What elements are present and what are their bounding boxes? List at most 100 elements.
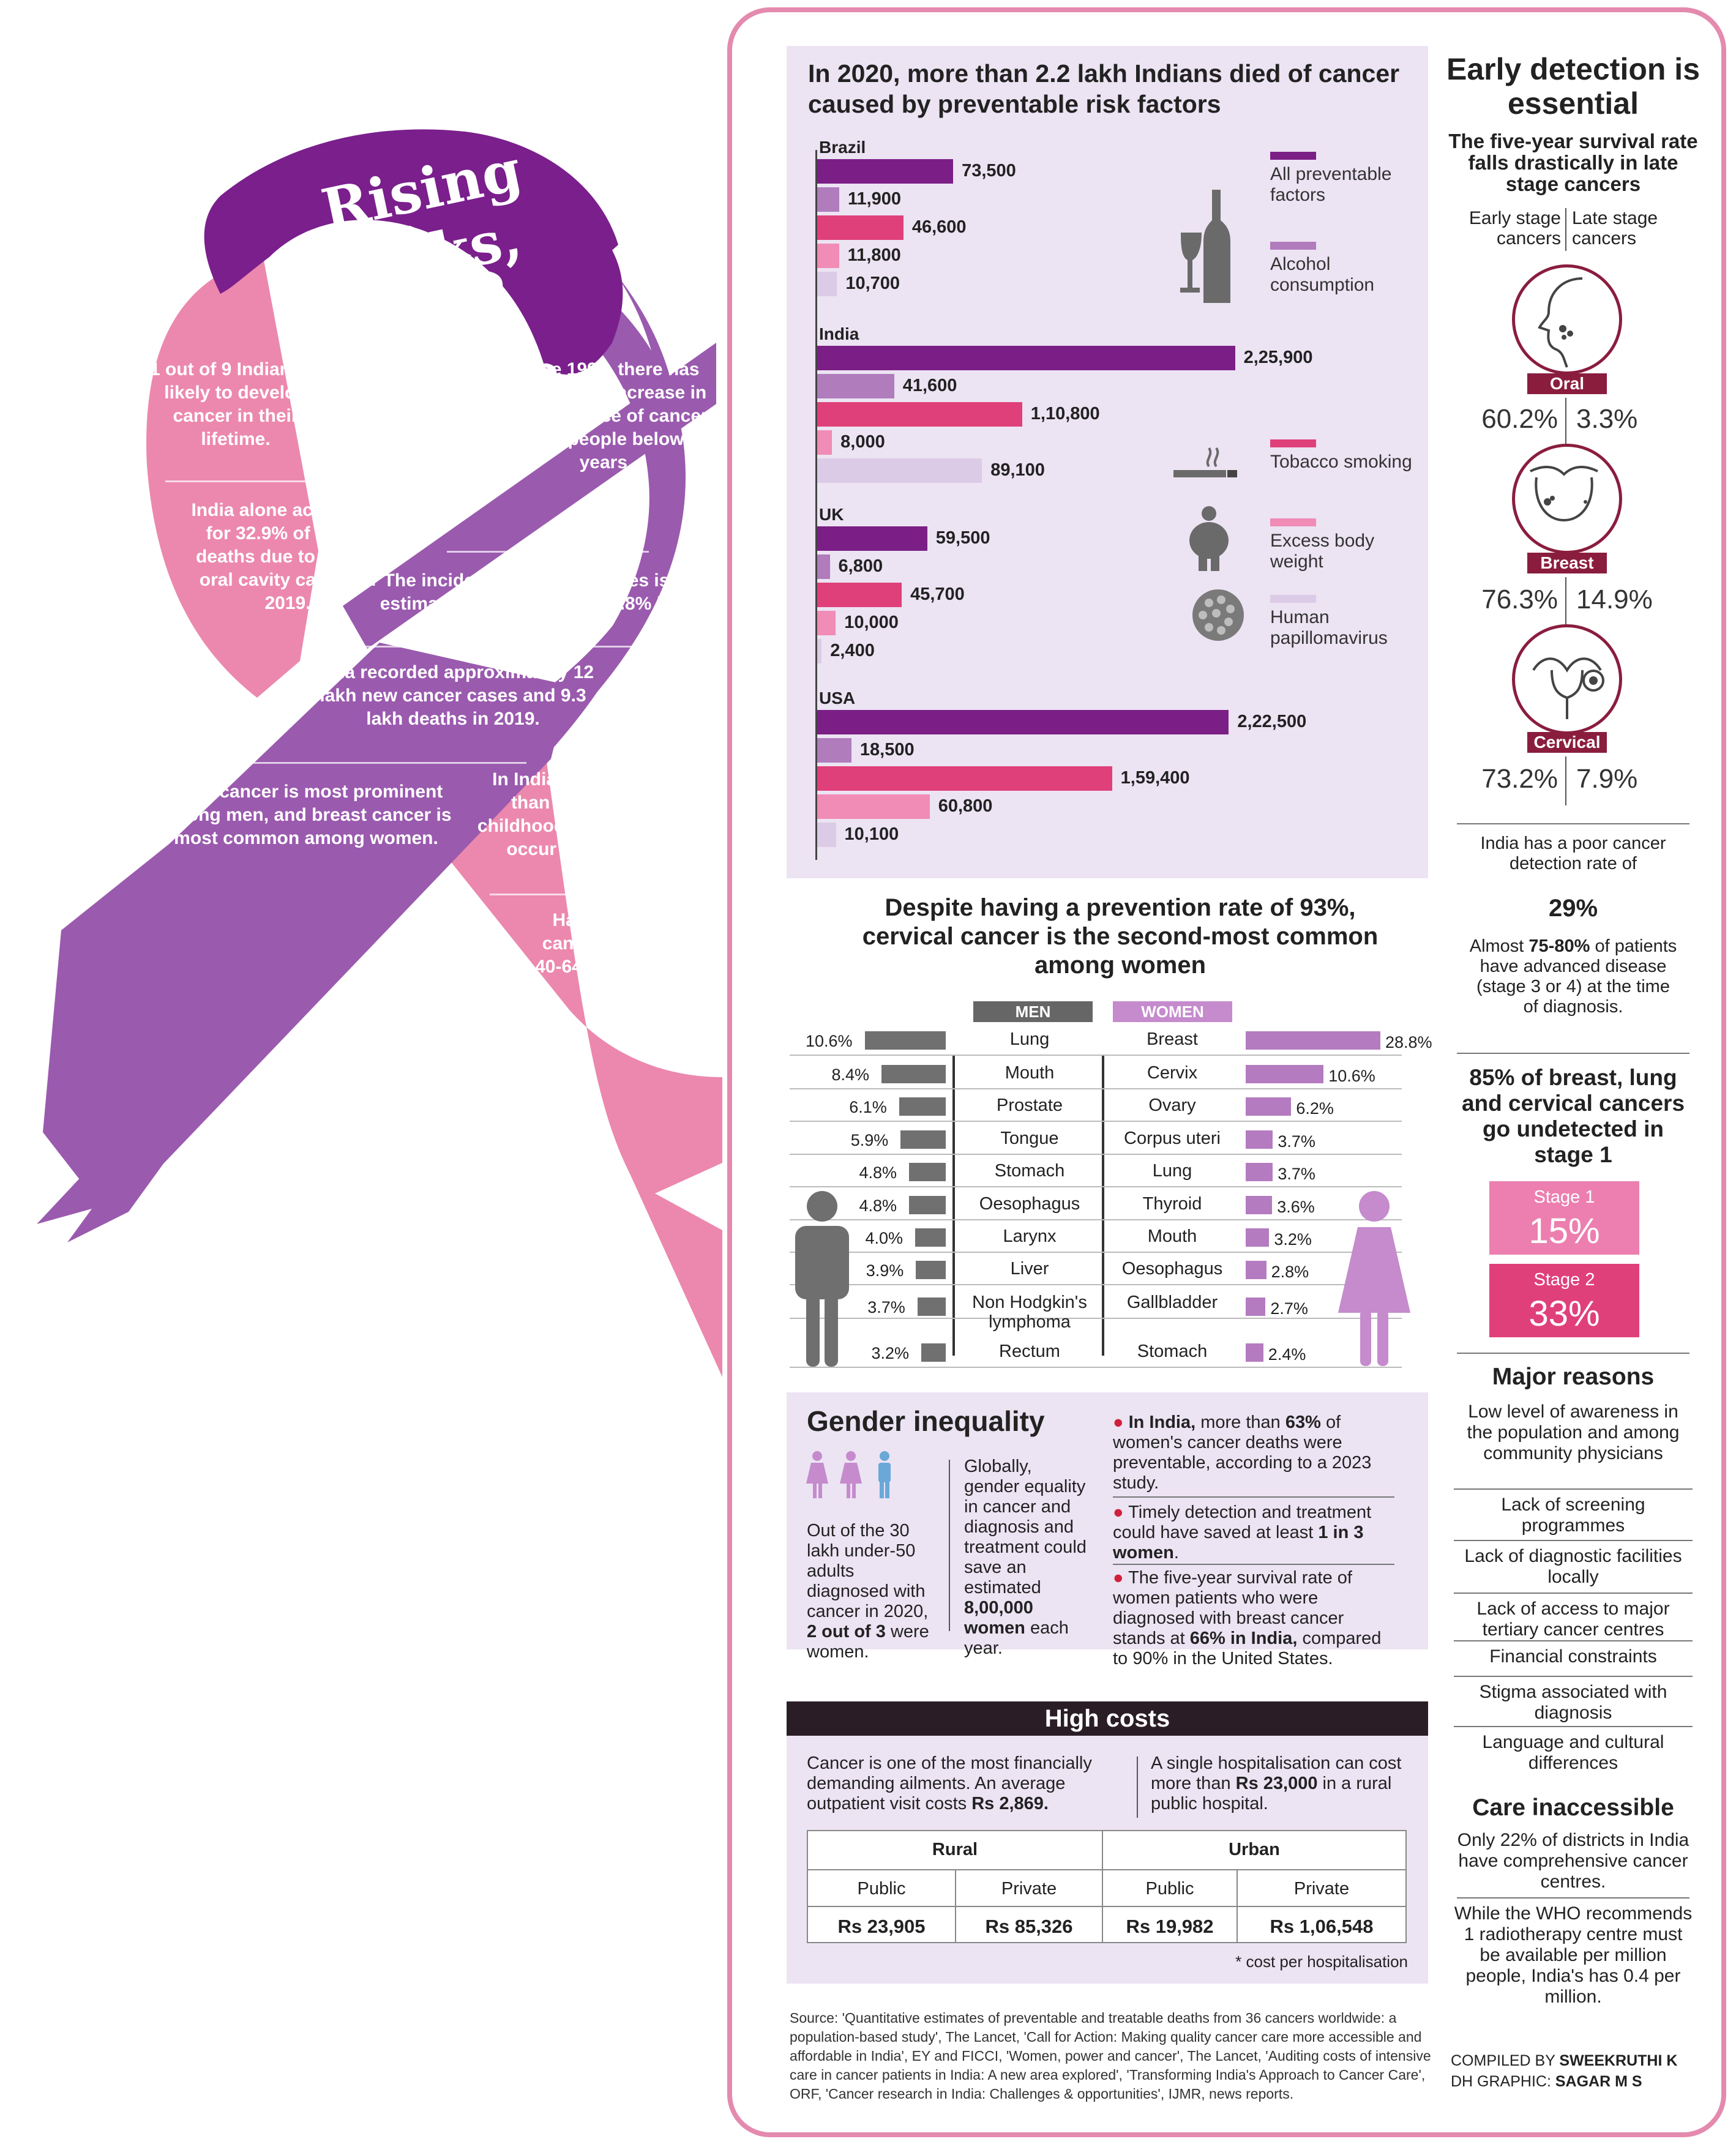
reason-divider — [1454, 1676, 1693, 1677]
ribbon-divider — [165, 480, 349, 482]
men-cancer-name: Larynx — [1003, 1227, 1057, 1246]
country-label: USA — [819, 689, 856, 708]
bullet3-post: compared to 90% in the United States. — [1113, 1629, 1382, 1668]
risk-value: 11,900 — [847, 189, 902, 209]
women-cancer-name: Ovary — [1148, 1096, 1196, 1115]
women-cancer-name: Mouth — [1147, 1227, 1197, 1246]
legend-label: Alcohol consumption — [1270, 254, 1375, 295]
costs-right-post: in a rural public hospital. — [1151, 1774, 1392, 1813]
risk-bar — [817, 823, 836, 847]
cervical-title: Despite having a prevention rate of 93%,… — [862, 894, 1379, 979]
risk-value: 46,600 — [911, 217, 967, 237]
advanced-disease-text: Almost 75-80% of patients have advanced … — [1469, 936, 1677, 1017]
men-cancer-name: Rectum — [999, 1342, 1060, 1361]
women-cancer-name: Cervix — [1147, 1063, 1198, 1083]
risk-value: 89,100 — [990, 460, 1045, 480]
legend-label: Excess body weight — [1270, 531, 1375, 572]
chart-axis — [815, 150, 817, 860]
women-cancer-name: Oesophagus — [1121, 1259, 1223, 1279]
men-pct: 5.9% — [850, 1131, 889, 1149]
women-pct: 2.4% — [1268, 1345, 1306, 1364]
gender-col2-text: Globally, gender equality in cancer and … — [964, 1457, 1087, 1597]
men-bar — [921, 1343, 946, 1362]
source-text: Source: 'Quantitative estimates of preve… — [790, 2010, 1431, 2102]
reason-divider — [1454, 1593, 1693, 1594]
risk-value: 10,700 — [845, 274, 900, 293]
men-bar — [881, 1065, 946, 1083]
risk-bar — [817, 611, 836, 635]
risk-value: 18,500 — [859, 740, 915, 760]
cervical-early-rate: 73.2% — [1481, 764, 1558, 794]
legend-label: All preventable factors — [1270, 164, 1392, 205]
costs-right-text: A single hospitalisation can cost more t… — [1151, 1753, 1408, 1814]
country-label: UK — [819, 505, 844, 524]
gender-col1-bold: 2 out of 3 — [807, 1622, 886, 1641]
women-pct: 2.7% — [1270, 1299, 1308, 1318]
gender-panel — [787, 1392, 1428, 1649]
women-pct: 3.7% — [1278, 1132, 1315, 1151]
risk-bar — [817, 583, 902, 607]
cigarette-icon — [1173, 447, 1237, 477]
fact-incidence-2025: The incidence of cancer cases is estimat… — [380, 570, 673, 637]
women-bar — [1246, 1031, 1380, 1050]
country-label: Brazil — [819, 138, 866, 157]
people-icon — [806, 1451, 891, 1498]
bottle-glass-icon — [1180, 190, 1230, 303]
men-pct: 3.2% — [871, 1344, 909, 1362]
preventable-title: In 2020, more than 2.2 lakh Indians died… — [808, 59, 1400, 118]
women-cancer-name: Lung — [1152, 1161, 1192, 1181]
risk-bar — [817, 374, 894, 398]
graphic-name: SAGAR M S — [1555, 2073, 1642, 2090]
women-cancer-name: Breast — [1147, 1029, 1198, 1049]
risk-value: 1,10,800 — [1030, 404, 1100, 424]
body-weight-icon — [1189, 506, 1229, 571]
reason-item: Language and cultural differences — [1482, 1732, 1664, 1773]
cost-col-line — [955, 1869, 956, 1942]
gender-col2-bold: 8,00,000 women — [964, 1598, 1033, 1638]
reason-item: Stigma associated with diagnosis — [1479, 1682, 1667, 1723]
reason-item: Lack of screening programmes — [1501, 1495, 1645, 1536]
costs-left-text: Cancer is one of the most financially de… — [807, 1753, 1113, 1814]
risk-value: 73,500 — [962, 161, 1016, 181]
risk-value: 6,800 — [838, 556, 883, 576]
poor-detection-text: India has a poor cancer detection rate o… — [1480, 834, 1666, 873]
women-pct: 3.2% — [1274, 1230, 1312, 1249]
costs-left-bold: Rs 2,869. — [971, 1794, 1049, 1813]
urban-public-cost: Rs 19,982 — [1126, 1916, 1214, 1937]
almost-post: of patients have advanced disease (stage… — [1476, 936, 1677, 1017]
table-row-line — [790, 1219, 1402, 1220]
men-divider — [952, 1056, 955, 1356]
men-cancer-name: Lung — [1009, 1029, 1050, 1049]
undetected-title: 85% of breast, lung and cervical cancers… — [1461, 1065, 1685, 1167]
risk-bar — [817, 794, 930, 819]
section-divider — [1457, 1353, 1689, 1354]
legend-label: Tobacco smoking — [1270, 452, 1412, 472]
men-bar — [864, 1031, 946, 1050]
urban-private-cost: Rs 1,06,548 — [1270, 1916, 1374, 1937]
men-pct: 8.4% — [831, 1066, 869, 1084]
country-label: India — [819, 324, 859, 343]
breast-early-rate: 76.3% — [1481, 584, 1558, 614]
breast-circle — [1512, 444, 1622, 554]
men-bar — [899, 1097, 946, 1116]
men-pct: 6.1% — [849, 1098, 887, 1116]
risk-bar — [817, 710, 1229, 734]
section-divider — [1457, 823, 1689, 824]
early-subtitle: The five-year survival rate falls drasti… — [1448, 130, 1698, 195]
reason-divider — [1454, 1726, 1693, 1727]
cervical-tag: Cervical — [1527, 732, 1607, 753]
fact-half-burden: Half of the estimated cancer burden is i… — [535, 910, 750, 977]
gender-bullet1: ● In India, more than 63% of women's can… — [1113, 1413, 1372, 1493]
legend-swatch — [1270, 439, 1316, 447]
high-costs-header: High costs — [787, 1701, 1428, 1736]
table-row-line — [790, 1088, 1402, 1089]
credits: COMPILED BY SWEEKRUTHI K DH GRAPHIC: SAG… — [1451, 2050, 1708, 2092]
ribbon-graphic — [37, 129, 722, 1377]
risk-bar — [817, 526, 927, 551]
men-pct: 4.8% — [859, 1197, 897, 1215]
men-pct: 10.6% — [805, 1032, 853, 1050]
breast-cancer-icon — [1530, 466, 1598, 522]
oral-late-rate: 3.3% — [1576, 404, 1638, 434]
almost-bold: 75-80% — [1528, 936, 1590, 956]
legend-swatch — [1270, 518, 1316, 526]
